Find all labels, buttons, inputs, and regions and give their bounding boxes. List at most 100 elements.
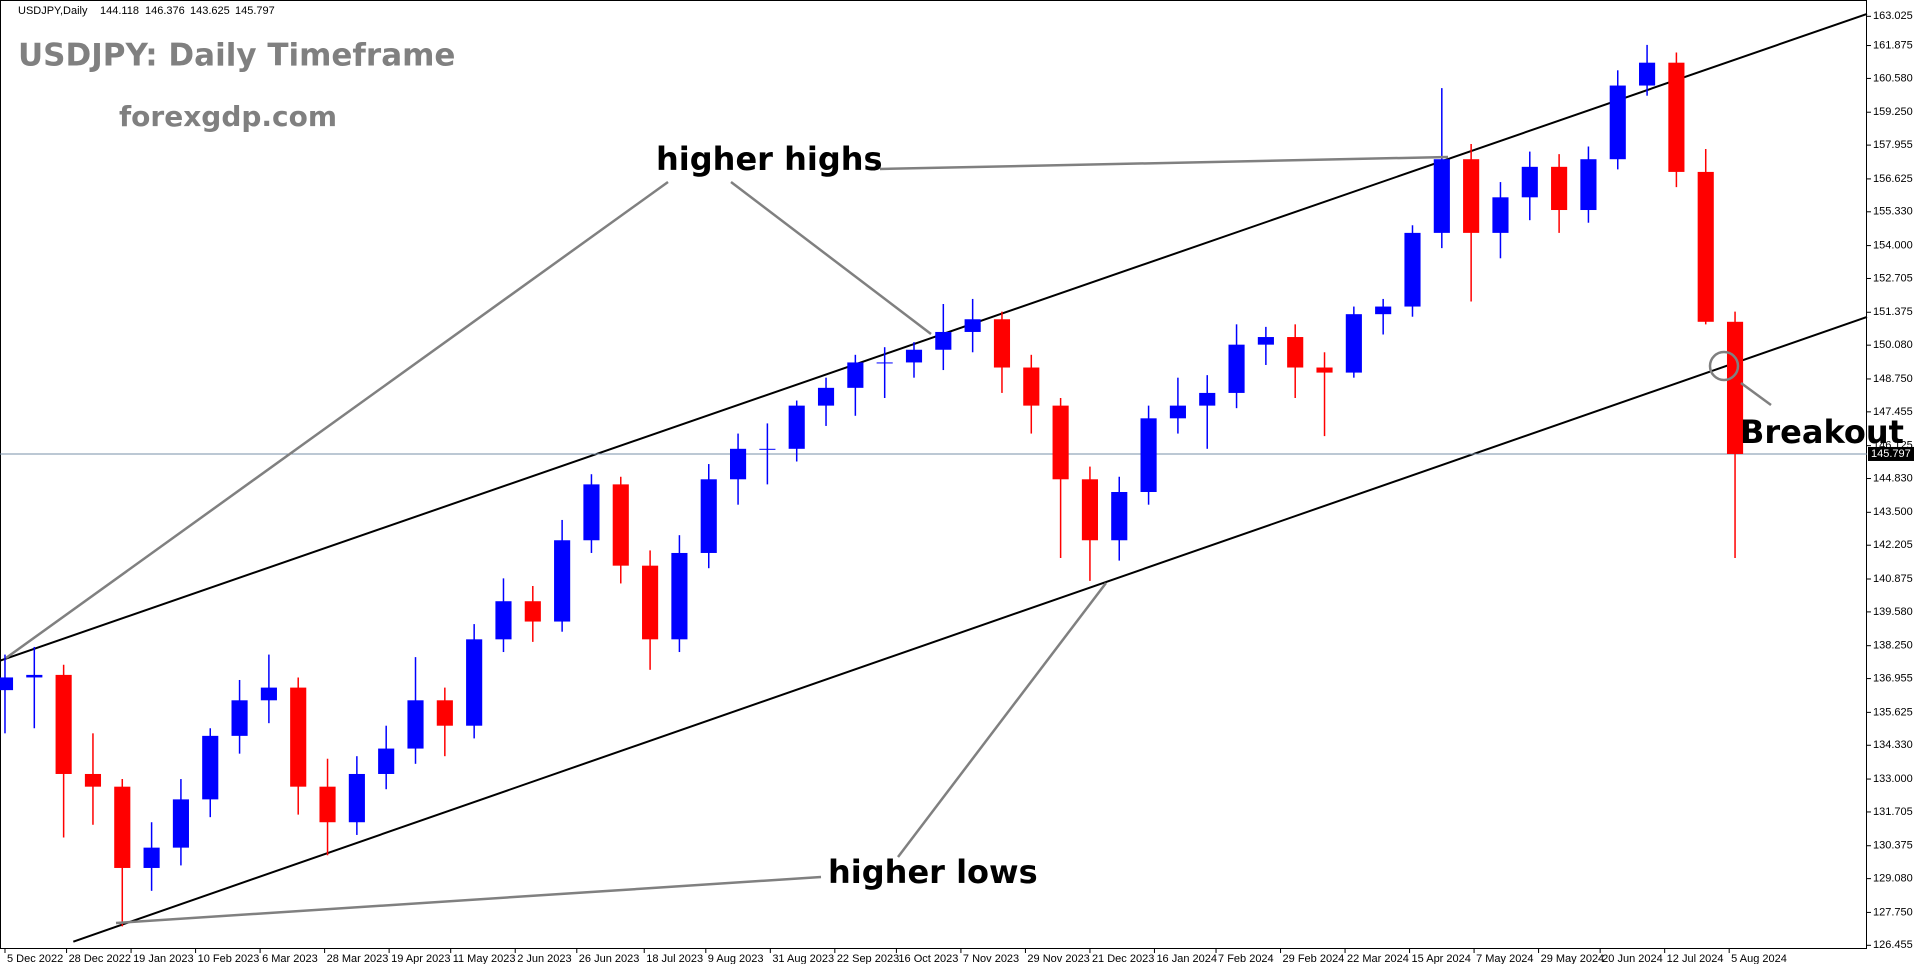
y-tick-label: 127.750 [1873,906,1913,918]
y-tick-label: 163.025 [1873,10,1913,22]
candle-body [1551,166,1568,211]
y-tick-label: 157.955 [1873,139,1913,151]
y-tick-label: 159.250 [1873,106,1913,118]
x-tick-label: 2 Jun 2023 [517,953,571,964]
x-tick-label: 21 Dec 2023 [1092,953,1154,964]
y-tick-label: 156.625 [1873,173,1913,185]
candle-body [231,700,248,736]
y-tick-label: 160.580 [1873,72,1913,84]
candle-body [466,639,483,726]
y-tick-label: 130.375 [1873,840,1913,852]
candle-body [729,448,747,480]
y-tick-label: 155.330 [1873,206,1913,218]
x-tick-label: 18 Jul 2023 [646,953,703,964]
y-tick-label: 154.000 [1873,239,1913,251]
price-label: 145.797 [1871,448,1911,460]
y-tick-label: 134.330 [1873,739,1913,751]
candle-body [1521,166,1538,198]
candle-body [378,748,395,774]
x-tick-label: 19 Jan 2023 [133,953,194,964]
y-tick-label: 139.580 [1873,606,1913,618]
x-tick-label: 28 Mar 2023 [327,953,389,964]
candle-body [1404,232,1421,307]
pointer-line [879,155,1449,171]
candle-body [1697,171,1714,322]
candle-body [143,847,160,868]
x-tick-label: 29 Nov 2023 [1027,953,1089,964]
candle-body [642,565,659,640]
candle-body [55,674,72,774]
candle-body [788,405,805,449]
x-tick-label: 5 Dec 2022 [7,953,63,964]
candle-body [1492,197,1509,233]
y-tick-label: 152.705 [1873,272,1913,284]
candle-body [1257,337,1274,345]
y-tick-label: 138.250 [1873,640,1913,652]
x-tick-label: 6 Mar 2023 [262,953,318,964]
candle-body [495,601,512,640]
x-tick-label: 10 Feb 2023 [198,953,260,964]
candle-body [1081,479,1099,541]
candle-body [84,773,102,787]
x-tick-label: 12 Jul 2024 [1667,953,1724,964]
x-tick-label: 28 Dec 2022 [69,953,131,964]
pointer-line [115,875,822,925]
candle-body [290,687,307,787]
chart-subtitle: forexgdp.com [119,100,337,133]
candle-body [993,319,1011,368]
candle-body [671,552,688,640]
y-tick-label: 142.205 [1873,539,1913,551]
candle-body [202,735,219,800]
candle-body [1169,405,1186,419]
pointer-line [897,582,1107,858]
candle-body [0,677,14,691]
x-tick-label: 7 Feb 2024 [1218,953,1274,964]
candle-body [876,362,893,364]
candle-body [319,786,336,823]
x-tick-label: 5 Aug 2024 [1731,953,1787,964]
candle-body [348,773,365,823]
y-tick-label: 148.750 [1873,373,1913,385]
candle-body [26,674,43,678]
y-tick-label: 133.000 [1873,773,1913,785]
y-tick-label: 151.375 [1873,306,1913,318]
y-tick-label: 129.080 [1873,873,1913,885]
candle-body [524,601,541,622]
y-tick-label: 126.455 [1873,939,1913,951]
y-tick-label: 144.830 [1873,472,1913,484]
candle-body [1111,491,1128,541]
x-tick-label: 7 May 2024 [1476,953,1533,964]
header-value: 144.118 [100,5,139,17]
annotation: higher highs [656,140,883,178]
plot-frame [0,0,1867,949]
candle-body [1199,392,1216,406]
candle-body [1463,159,1480,233]
candle-body [817,387,835,406]
y-tick-label: 135.625 [1873,706,1913,718]
candle-body [114,786,131,868]
annotation: higher lows [828,853,1038,891]
candle-body [935,331,952,350]
x-tick-label: 11 May 2023 [453,953,516,964]
candle-body [436,700,453,726]
y-tick-label: 147.455 [1873,406,1913,418]
y-tick-label: 143.500 [1873,506,1913,518]
candle-body [1639,62,1656,86]
candle-body [260,687,277,701]
pointer-line [5,180,669,660]
x-tick-label: 22 Sep 2023 [837,953,899,964]
x-tick-label: 22 Mar 2024 [1347,953,1409,964]
candle-body [1287,337,1304,368]
x-tick-label: 20 Jun 2024 [1602,953,1663,964]
x-tick-label: 7 Nov 2023 [963,953,1019,964]
candle-body [612,484,629,566]
x-tick-label: 29 Feb 2024 [1283,953,1345,964]
candle-body [554,540,571,622]
x-tick-label: 16 Jan 2024 [1156,953,1217,964]
candle-body [1228,344,1245,393]
x-tick-label: 31 Aug 2023 [772,953,834,964]
candle-body [847,362,864,388]
chart-title: USDJPY: Daily Timeframe [18,38,455,74]
header-value: 143.625 [190,5,230,17]
